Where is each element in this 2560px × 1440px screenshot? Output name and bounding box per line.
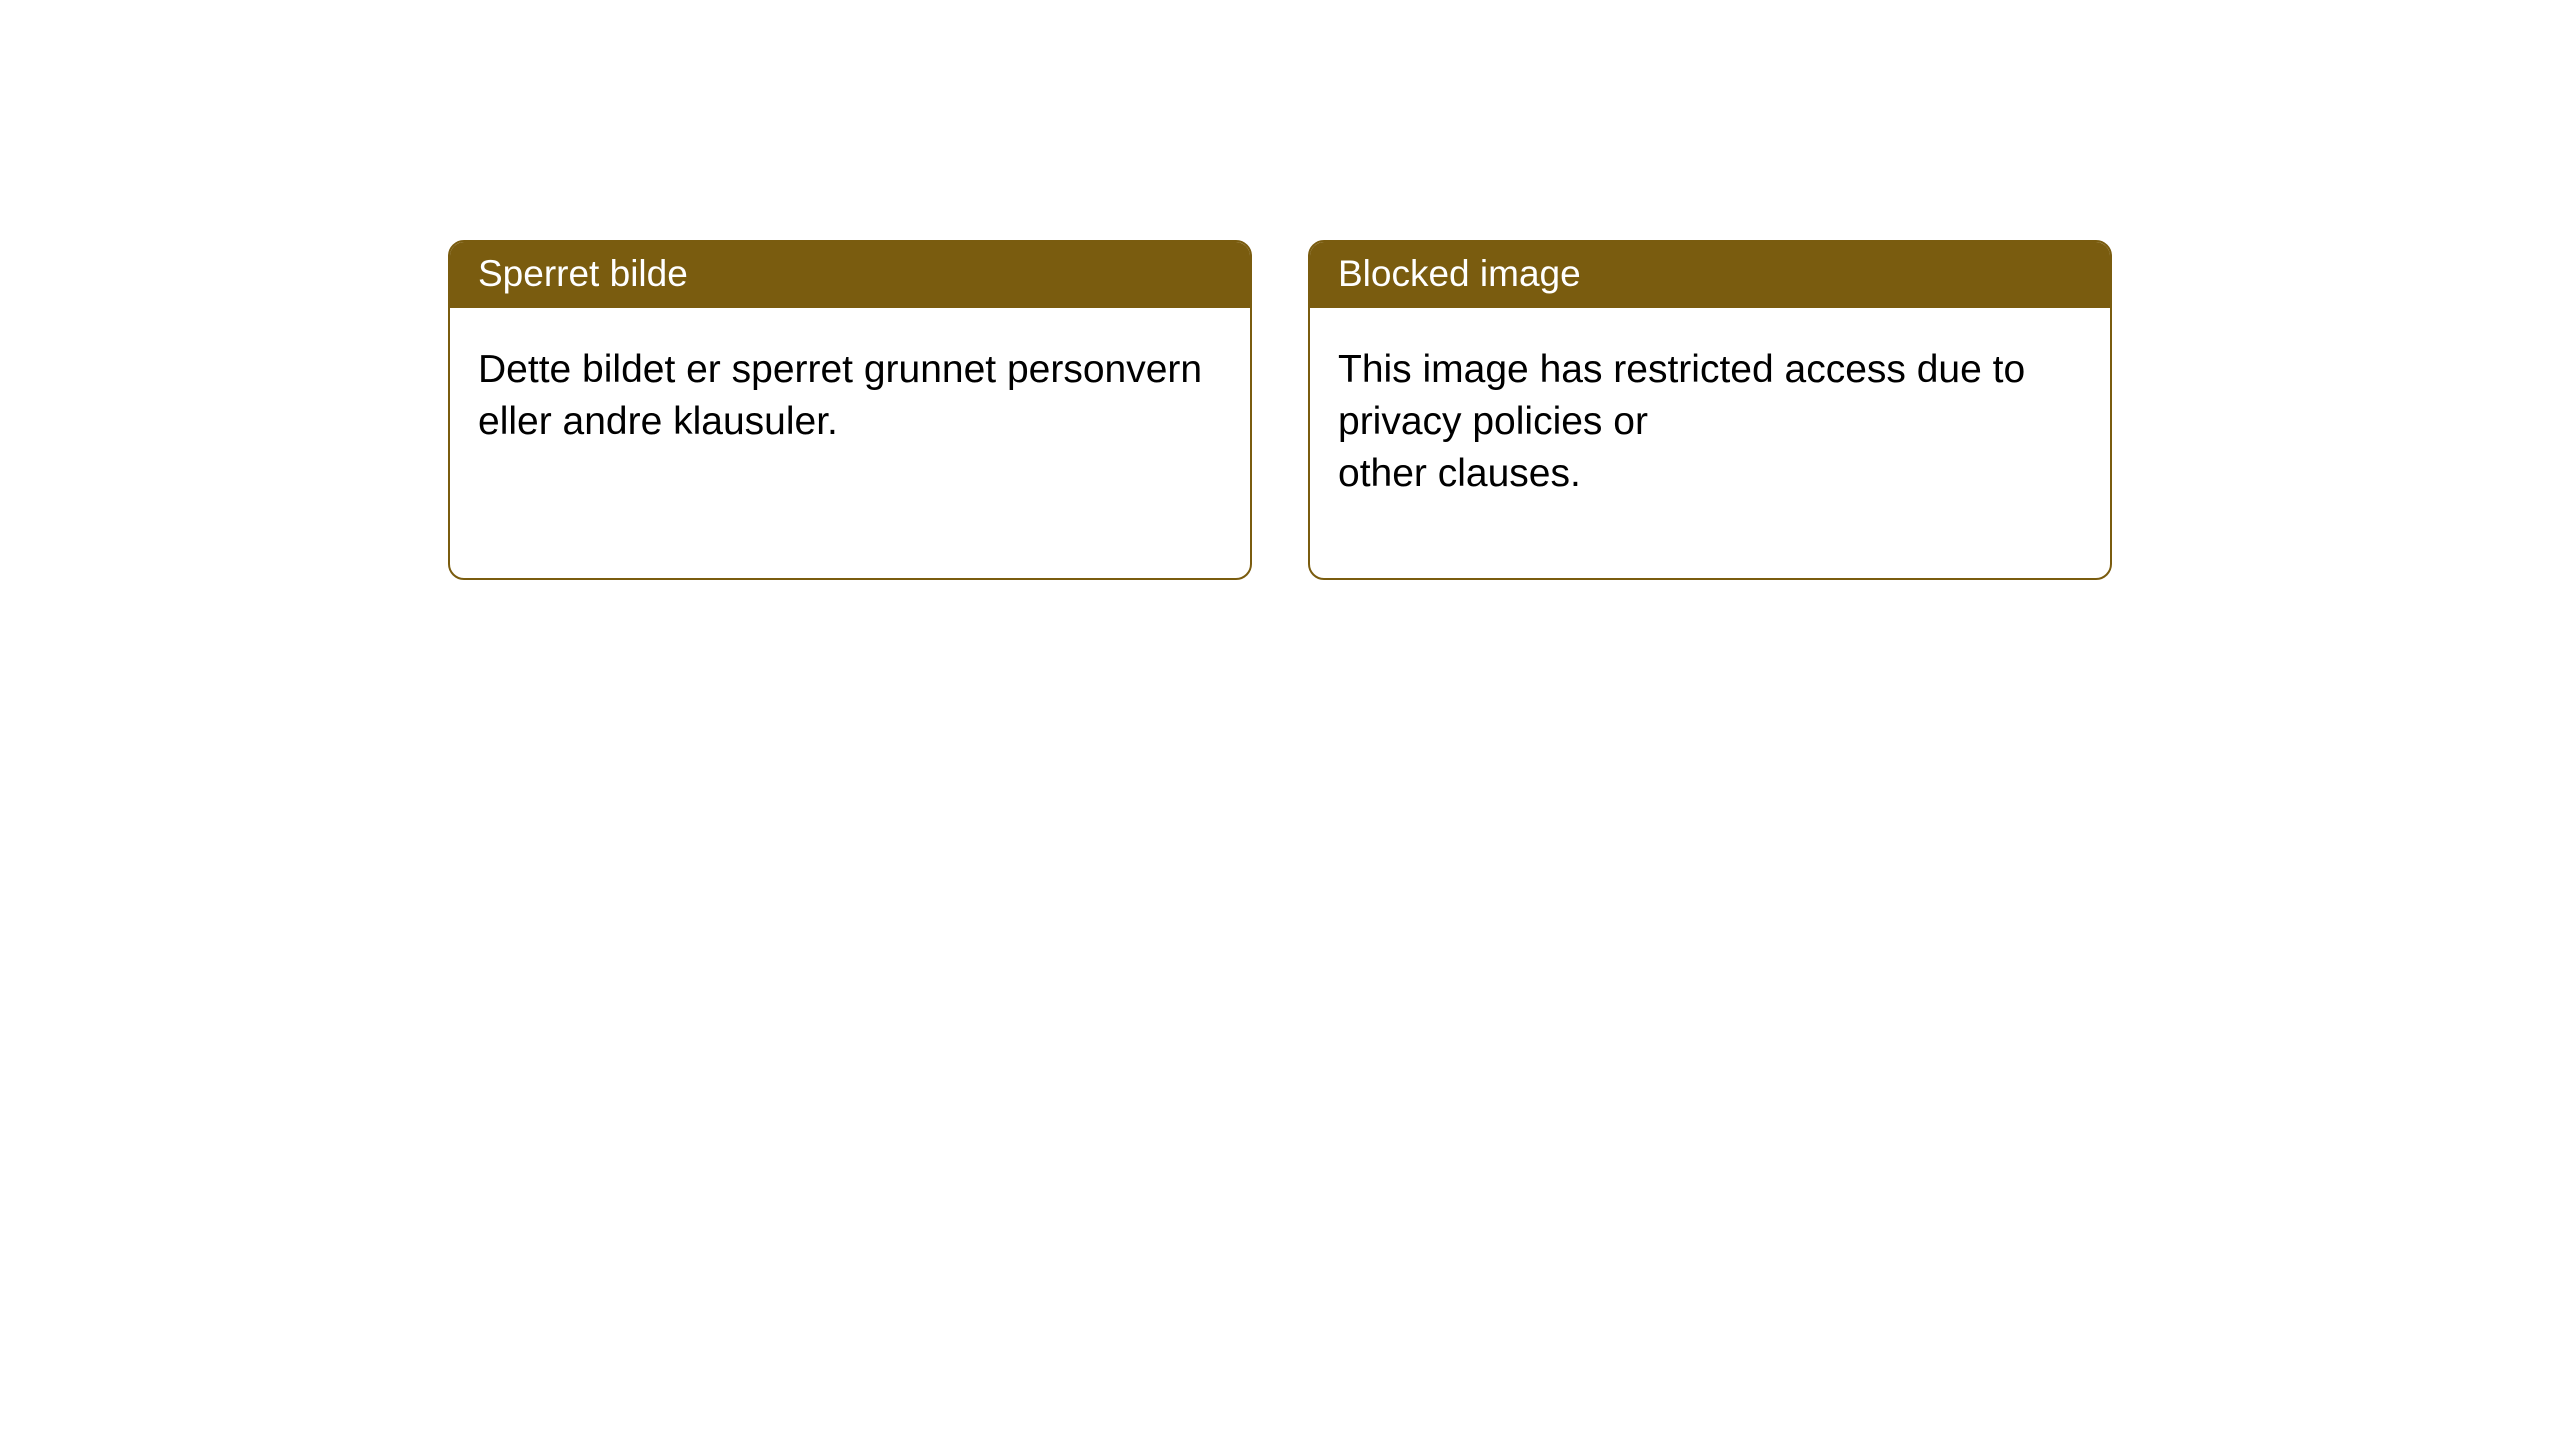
notice-card-no: Sperret bilde Dette bildet er sperret gr… bbox=[448, 240, 1252, 580]
notice-container: Sperret bilde Dette bildet er sperret gr… bbox=[0, 0, 2560, 580]
notice-card-en: Blocked image This image has restricted … bbox=[1308, 240, 2112, 580]
notice-body-en: This image has restricted access due to … bbox=[1310, 308, 2110, 578]
notice-title-en: Blocked image bbox=[1310, 242, 2110, 308]
notice-title-no: Sperret bilde bbox=[450, 242, 1250, 308]
notice-body-no: Dette bildet er sperret grunnet personve… bbox=[450, 308, 1250, 578]
